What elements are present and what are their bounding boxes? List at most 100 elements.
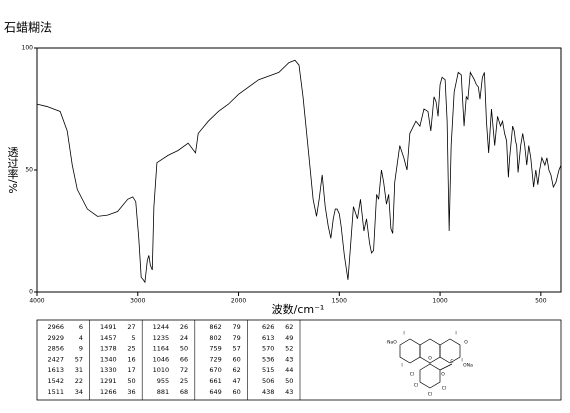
peak-wavenumber: 438: [262, 388, 274, 396]
structure: [399, 338, 461, 389]
peak-transmittance: 72: [180, 366, 188, 374]
peak-transmittance: 62: [285, 323, 293, 331]
peak-wavenumber: 2929: [47, 334, 64, 342]
peak-wavenumber: 1542: [47, 377, 64, 385]
plot-frame: [36, 47, 562, 293]
peak-wavenumber: 570: [262, 345, 274, 353]
y-tick-label: 100: [22, 45, 34, 52]
peak-transmittance: 17: [127, 366, 135, 374]
peak-wavenumber: 1046: [153, 355, 170, 363]
peak-wavenumber: 515: [262, 366, 274, 374]
x-tick-label: 500: [535, 298, 547, 305]
x-tick-label: 1500: [332, 298, 347, 305]
peak-wavenumber: 2427: [47, 355, 64, 363]
peak-transmittance: 52: [285, 345, 293, 353]
peak-transmittance: 57: [75, 355, 83, 363]
peak-wavenumber: 670: [209, 366, 221, 374]
x-tick-label: 3000: [130, 298, 145, 305]
spectrum-line: [36, 59, 562, 284]
structure-label: O: [464, 340, 468, 346]
peak-wavenumber: 1266: [100, 388, 117, 396]
y-tick-label: 0: [29, 289, 33, 296]
peak-wavenumber: 2856: [47, 345, 64, 353]
peak-wavenumber: 729: [209, 355, 221, 363]
peak-transmittance: 43: [285, 388, 293, 396]
peak-wavenumber: 955: [157, 377, 169, 385]
peak-wavenumber: 1330: [100, 366, 117, 374]
structure-label: Cl: [414, 383, 418, 389]
structure-label: Cl: [428, 392, 432, 398]
peak-transmittance: 50: [285, 377, 293, 385]
peak-wavenumber: 1491: [100, 323, 117, 331]
peak-transmittance: 62: [233, 366, 241, 374]
peak-transmittance: 25: [127, 345, 135, 353]
peak-transmittance: 50: [127, 377, 135, 385]
peak-wavenumber: 862: [209, 323, 221, 331]
structure-label: ONa: [463, 363, 473, 369]
peak-transmittance: 24: [180, 334, 188, 342]
peak-wavenumber: 2966: [47, 323, 64, 331]
peak-wavenumber: 1235: [153, 334, 170, 342]
peak-wavenumber: 1340: [100, 355, 117, 363]
x-axis-label: 波数/cm⁻¹: [272, 303, 325, 316]
peak-transmittance: 47: [233, 377, 241, 385]
peak-wavenumber: 536: [262, 355, 274, 363]
peak-transmittance: 22: [75, 377, 83, 385]
x-tick-label: 1000: [432, 298, 447, 305]
peak-transmittance: 57: [233, 345, 241, 353]
x-tick-label: 4000: [29, 298, 44, 305]
peak-wavenumber: 1457: [100, 334, 117, 342]
x-tick-label: 2000: [231, 298, 246, 305]
peak-transmittance: 79: [233, 323, 241, 331]
structure-label: O: [428, 356, 432, 362]
peak-transmittance: 79: [233, 334, 241, 342]
peak-transmittance: 27: [127, 323, 135, 331]
peak-transmittance: 6: [79, 323, 83, 331]
structure-label: NaO: [387, 340, 397, 346]
structure-label: I: [401, 363, 402, 369]
peak-wavenumber: 661: [209, 377, 221, 385]
peak-wavenumber: 1378: [100, 345, 117, 353]
peak-wavenumber: 759: [209, 345, 221, 353]
structure-label: O: [441, 372, 445, 378]
table-frame: [36, 319, 562, 401]
peak-transmittance: 43: [285, 355, 293, 363]
peak-transmittance: 26: [180, 323, 188, 331]
peak-wavenumber: 613: [262, 334, 274, 342]
peak-transmittance: 4: [79, 334, 83, 342]
y-axis-label: 透过率/%: [6, 146, 19, 193]
peak-wavenumber: 506: [262, 377, 274, 385]
peak-wavenumber: 1291: [100, 377, 117, 385]
peak-wavenumber: 649: [209, 388, 221, 396]
peak-transmittance: 60: [233, 388, 241, 396]
peak-wavenumber: 802: [209, 334, 221, 342]
peak-transmittance: 31: [75, 366, 83, 374]
structure-label: C: [450, 359, 453, 365]
peak-wavenumber: 1511: [47, 388, 64, 396]
peak-wavenumber: 1164: [153, 345, 170, 353]
peak-transmittance: 34: [75, 388, 83, 396]
peak-transmittance: 36: [127, 388, 135, 396]
peak-transmittance: 50: [180, 345, 188, 353]
peak-wavenumber: 881: [157, 388, 169, 396]
structure-label: Cl: [410, 372, 414, 378]
structure-label: I: [403, 331, 404, 337]
structure-label: Cl: [442, 386, 446, 392]
peak-transmittance: 68: [180, 388, 188, 396]
peak-transmittance: 5: [131, 334, 135, 342]
peak-wavenumber: 626: [262, 323, 274, 331]
peak-transmittance: 60: [233, 355, 241, 363]
y-tick-label: 50: [25, 167, 33, 174]
peak-transmittance: 16: [127, 355, 135, 363]
peak-transmittance: 44: [285, 366, 293, 374]
peak-wavenumber: 1613: [47, 366, 64, 374]
peak-transmittance: 25: [180, 377, 188, 385]
peak-wavenumber: 1010: [153, 366, 170, 374]
peak-wavenumber: 1244: [153, 323, 170, 331]
peak-transmittance: 9: [79, 345, 83, 353]
peak-transmittance: 49: [285, 334, 293, 342]
structure-label: I: [455, 331, 456, 337]
structure-label: I: [461, 358, 462, 364]
peak-transmittance: 66: [180, 355, 188, 363]
